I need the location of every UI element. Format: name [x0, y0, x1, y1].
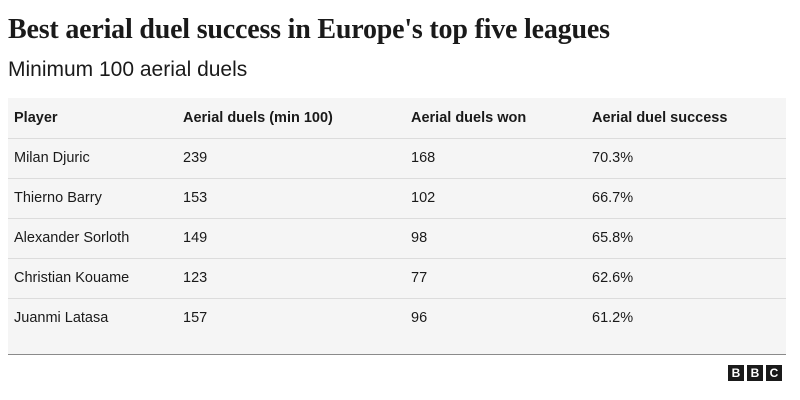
- aerial-duels-won-cell: 96: [411, 310, 428, 326]
- bbc-logo-letter: B: [728, 365, 744, 381]
- table-row: Alexander Sorloth 149 98 65.8%: [8, 218, 786, 259]
- column-header-aerial-duels: Aerial duels (min 100): [183, 110, 333, 126]
- aerial-duels-cell: 149: [183, 230, 208, 246]
- aerial-duels-won-cell: 102: [411, 190, 436, 206]
- aerial-duel-success-cell: 62.6%: [592, 270, 634, 286]
- bbc-logo-letter: C: [766, 365, 782, 381]
- aerial-duels-cell: 123: [183, 270, 208, 286]
- table-row: Milan Djuric 239 168 70.3%: [8, 138, 786, 179]
- player-name-cell: Thierno Barry: [14, 190, 102, 206]
- player-name-cell: Christian Kouame: [14, 270, 130, 286]
- aerial-duel-success-cell: 65.8%: [592, 230, 634, 246]
- player-name-cell: Milan Djuric: [14, 150, 90, 166]
- bbc-logo: B B C: [728, 365, 782, 381]
- aerial-duel-success-cell: 70.3%: [592, 150, 634, 166]
- aerial-duels-won-cell: 168: [411, 150, 436, 166]
- table-row: Thierno Barry 153 102 66.7%: [8, 178, 786, 219]
- column-header-aerial-duels-won: Aerial duels won: [411, 110, 527, 126]
- aerial-duels-cell: 157: [183, 310, 208, 326]
- table-row: Christian Kouame 123 77 62.6%: [8, 258, 786, 299]
- aerial-duels-cell: 153: [183, 190, 208, 206]
- aerial-duels-won-cell: 77: [411, 270, 428, 286]
- page-subtitle: Minimum 100 aerial duels: [8, 58, 248, 81]
- aerial-duels-won-cell: 98: [411, 230, 428, 246]
- aerial-duel-success-cell: 61.2%: [592, 310, 634, 326]
- page-title: Best aerial duel success in Europe's top…: [8, 14, 610, 45]
- aerial-duels-cell: 239: [183, 150, 208, 166]
- column-header-player: Player: [14, 110, 58, 126]
- player-name-cell: Alexander Sorloth: [14, 230, 130, 246]
- player-name-cell: Juanmi Latasa: [14, 310, 109, 326]
- aerial-duel-success-cell: 66.7%: [592, 190, 634, 206]
- table-row: Juanmi Latasa 157 96 61.2%: [8, 298, 786, 338]
- column-header-aerial-duel-success: Aerial duel success: [592, 110, 728, 126]
- data-table: Player Aerial duels (min 100) Aerial due…: [8, 98, 786, 355]
- table-header-row: Player Aerial duels (min 100) Aerial due…: [8, 98, 786, 139]
- bbc-logo-letter: B: [747, 365, 763, 381]
